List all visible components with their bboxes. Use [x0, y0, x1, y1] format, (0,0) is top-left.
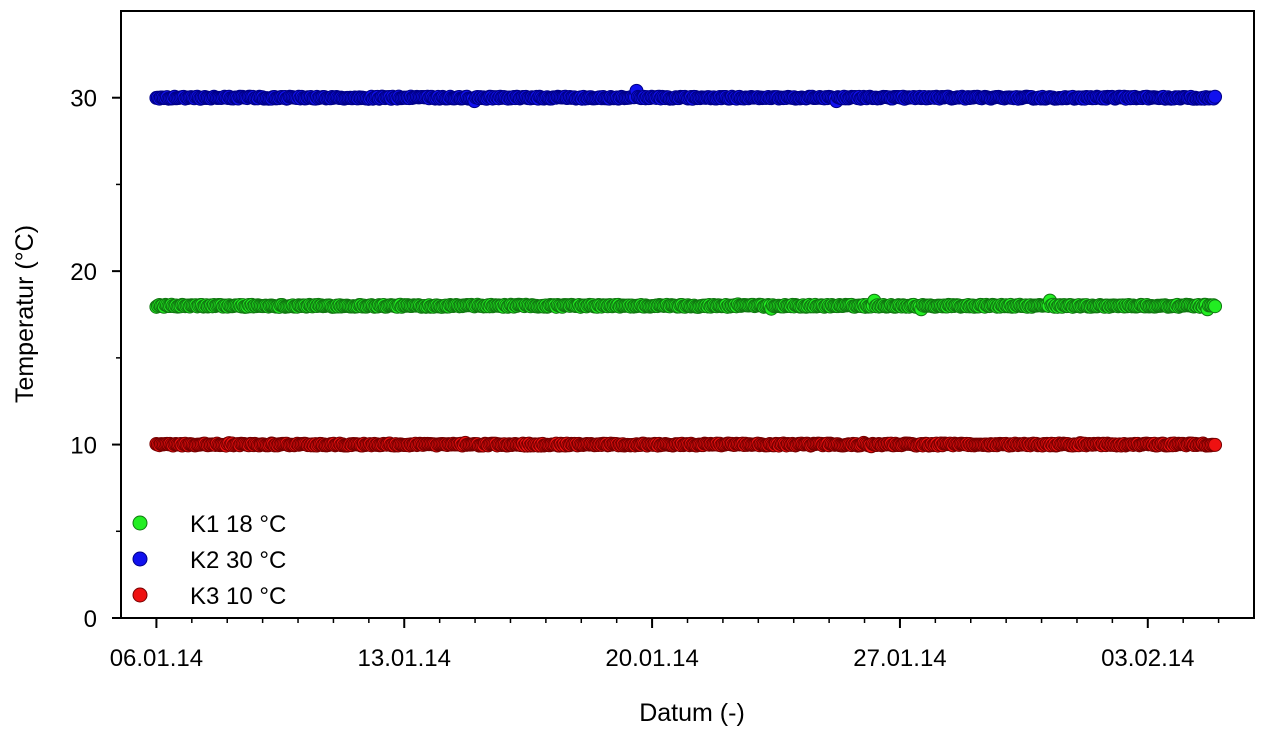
x-axis-title: Datum (-)	[639, 699, 745, 727]
data-point	[1208, 299, 1223, 314]
series-3	[149, 435, 1223, 454]
y-tick-label: 20	[70, 259, 97, 286]
y-axis-title: Temperatur (°C)	[11, 225, 39, 403]
x-tick-label: 13.01.14	[358, 645, 451, 672]
data-points	[149, 83, 1223, 454]
legend-label: K2 30 °C	[190, 547, 286, 574]
y-tick-label: 10	[70, 433, 97, 460]
y-axis: 0 10 20 30	[70, 86, 121, 633]
y-tick-label: 30	[70, 86, 97, 113]
data-point	[1208, 89, 1223, 104]
x-axis: 06.01.14 13.01.14 20.01.14 27.01.14 03.02.14	[110, 618, 1220, 672]
x-tick-label: 20.01.14	[605, 645, 698, 672]
legend-label: K3 10 °C	[190, 583, 286, 610]
series-1	[149, 293, 1223, 317]
y-tick-label: 0	[84, 606, 97, 633]
x-tick-label: 06.01.14	[110, 645, 203, 672]
legend-marker	[132, 515, 148, 531]
legend: K1 18 °C K2 30 °C K3 10 °C	[132, 511, 286, 610]
legend-marker	[132, 551, 148, 567]
x-tick-label: 03.02.14	[1101, 645, 1194, 672]
series-2	[149, 83, 1223, 109]
legend-label: K1 18 °C	[190, 511, 286, 538]
data-point	[1208, 437, 1223, 452]
x-tick-label: 27.01.14	[853, 645, 946, 672]
legend-marker	[132, 587, 148, 603]
